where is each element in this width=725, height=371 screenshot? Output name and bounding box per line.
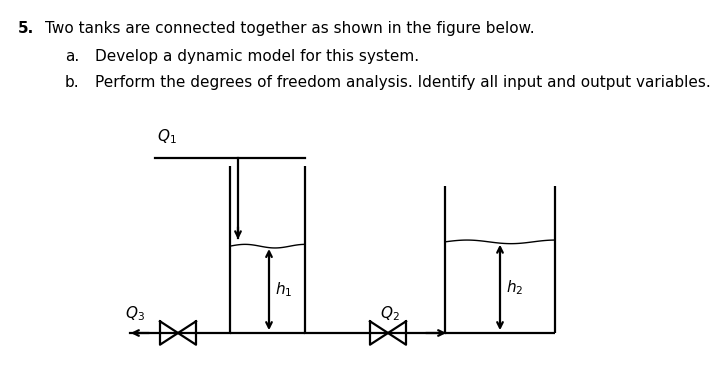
Text: $h_1$: $h_1$ <box>275 280 292 299</box>
Text: $Q_1$: $Q_1$ <box>157 127 177 146</box>
Text: Two tanks are connected together as shown in the figure below.: Two tanks are connected together as show… <box>45 21 534 36</box>
Text: Perform the degrees of freedom analysis. Identify all input and output variables: Perform the degrees of freedom analysis.… <box>95 75 710 90</box>
Text: Develop a dynamic model for this system.: Develop a dynamic model for this system. <box>95 49 419 64</box>
Text: $Q_3$: $Q_3$ <box>125 304 145 323</box>
Text: $h_2$: $h_2$ <box>506 278 523 297</box>
Text: 5.: 5. <box>18 21 34 36</box>
Text: $Q_2$: $Q_2$ <box>380 304 399 323</box>
Text: a.: a. <box>65 49 79 64</box>
Text: b.: b. <box>65 75 80 90</box>
